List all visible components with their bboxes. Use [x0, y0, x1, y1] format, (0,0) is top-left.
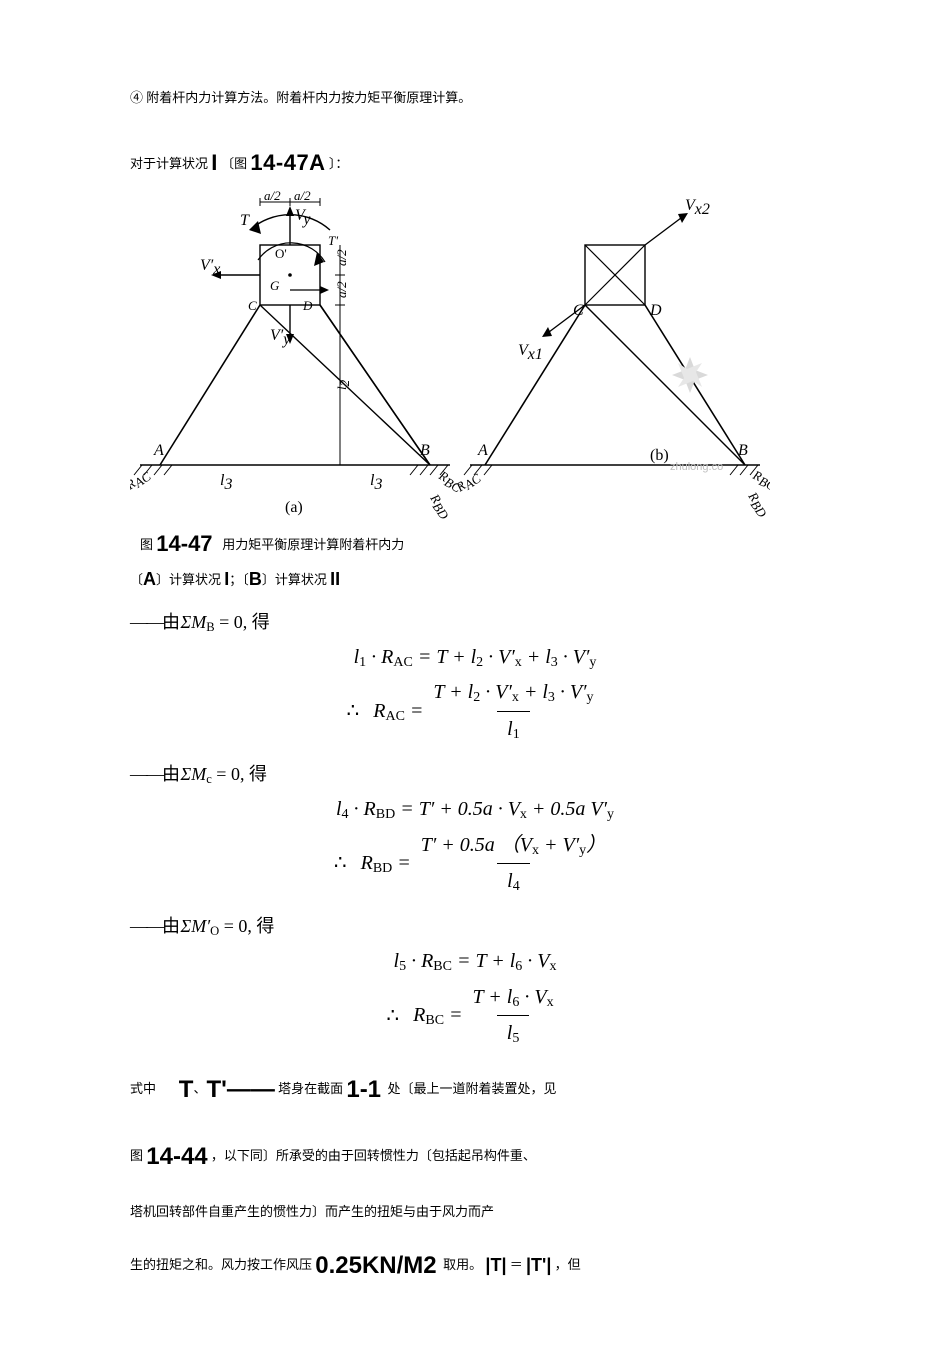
svg-text:RAC: RAC — [130, 466, 154, 496]
svg-text:RBD: RBD — [425, 490, 455, 520]
sc-bc: II — [330, 569, 340, 589]
eq-block-3: l5 · RBC = T + l6 · Vx ∴ RBC = T + l6 · … — [130, 945, 820, 1050]
svg-text:D: D — [649, 302, 662, 319]
subplot-a: O' C D G T T' Vy V — [130, 190, 466, 520]
footer-p4: 生的扭矩之和。风力按工作风压 0.25KN/M2 取用。 |T| ＝ |T'| … — [130, 1237, 820, 1295]
lead-3: ——由 ΣM′O = 0, 得 — [130, 912, 820, 939]
watermark-text: zhulong.co — [670, 461, 723, 473]
ci-suffix: 〕： — [329, 156, 349, 171]
sc-at: 〕计算状况 — [156, 572, 221, 587]
lbl-Op: O' — [275, 246, 287, 261]
svg-text:D: D — [302, 298, 313, 313]
svg-text:B: B — [738, 442, 748, 459]
ci-case: I — [211, 150, 218, 175]
svg-text:Vy: Vy — [295, 207, 311, 228]
watermark-icon — [672, 357, 708, 393]
svg-text:a/2: a/2 — [334, 249, 349, 266]
subplot-b: C D Vx2 Vx1 A B RAC RBC — [452, 197, 770, 520]
figure-svg: O' C D G T T' Vy V — [130, 190, 770, 520]
lead-1: ——由 ΣMB = 0, 得 — [130, 608, 820, 635]
eq-block-2: l4 · RBD = T′ + 0.5a · Vx + 0.5a V′y ∴ R… — [130, 793, 820, 898]
sc-a: A — [143, 569, 156, 589]
figure-subcaption: 〔A〕计算状况 I；〔B〕计算状况 II — [130, 569, 820, 590]
figure-14-47: O' C D G T T' Vy V — [130, 190, 770, 525]
svg-text:V′y: V′y — [270, 327, 291, 348]
svg-text:T: T — [240, 212, 250, 229]
sc-b: B — [249, 569, 262, 589]
svg-text:B: B — [420, 442, 430, 459]
svg-text:Vx1: Vx1 — [518, 342, 543, 363]
ci-mid: 〔图 — [221, 156, 247, 171]
svg-text:A: A — [477, 442, 488, 459]
header-text: ④ 附着杆内力计算方法。附着杆内力按力矩平衡原理计算。 — [130, 90, 471, 105]
case-intro: 对于计算状况 I 〔图 14-47A 〕： — [130, 145, 820, 180]
sc-sep: ；〔 — [229, 572, 249, 587]
svg-text:(a): (a) — [285, 499, 303, 516]
page: ④ 附着杆内力计算方法。附着杆内力按力矩平衡原理计算。 对于计算状况 I 〔图 … — [0, 0, 950, 1364]
cap-pre: 图 — [140, 537, 153, 552]
ci-prefix: 对于计算状况 — [130, 156, 208, 171]
header-line: ④ 附着杆内力计算方法。附着杆内力按力矩平衡原理计算。 — [130, 88, 820, 109]
sc-bt: 〕计算状况 — [262, 572, 327, 587]
cap-txt: 用力矩平衡原理计算附着杆内力 — [222, 537, 404, 552]
svg-text:l3: l3 — [370, 472, 382, 493]
eq-block-1: l1 · RAC = T + l2 · V′x + l3 · V′y ∴ RAC… — [130, 641, 820, 746]
svg-text:l3: l3 — [220, 472, 232, 493]
svg-text:T': T' — [328, 233, 338, 248]
svg-text:Vx2: Vx2 — [685, 197, 710, 218]
footer-p2: 图 14-44 ，以下同〕所承受的由于回转惯性力〔包括起吊构件重、 — [130, 1128, 820, 1186]
cap-num: 14-47 — [156, 531, 212, 556]
svg-text:a/2: a/2 — [334, 281, 349, 298]
lead-2: ——由 ΣMc = 0, 得 — [130, 760, 820, 787]
svg-text:RBD: RBD — [743, 488, 770, 520]
footer-p1: 式中 T、T'—— 塔身在截面 1-1 处〔最上一道附着装置处，见 — [130, 1061, 820, 1119]
ci-fig: 14-47A — [250, 150, 325, 175]
svg-text:(b): (b) — [650, 447, 669, 464]
svg-text:a/2: a/2 — [264, 190, 281, 203]
svg-text:V′x: V′x — [200, 257, 220, 278]
footer-p3: 塔机回转部件自重产生的惯性力〕而产生的扭矩与由于风力而产 — [130, 1196, 820, 1227]
sc-open: 〔 — [130, 572, 143, 587]
svg-text:G: G — [270, 278, 280, 293]
svg-text:A: A — [153, 442, 164, 459]
svg-text:a/2: a/2 — [294, 190, 311, 203]
figure-caption: 图 14-47 用力矩平衡原理计算附着杆内力 — [140, 531, 820, 557]
